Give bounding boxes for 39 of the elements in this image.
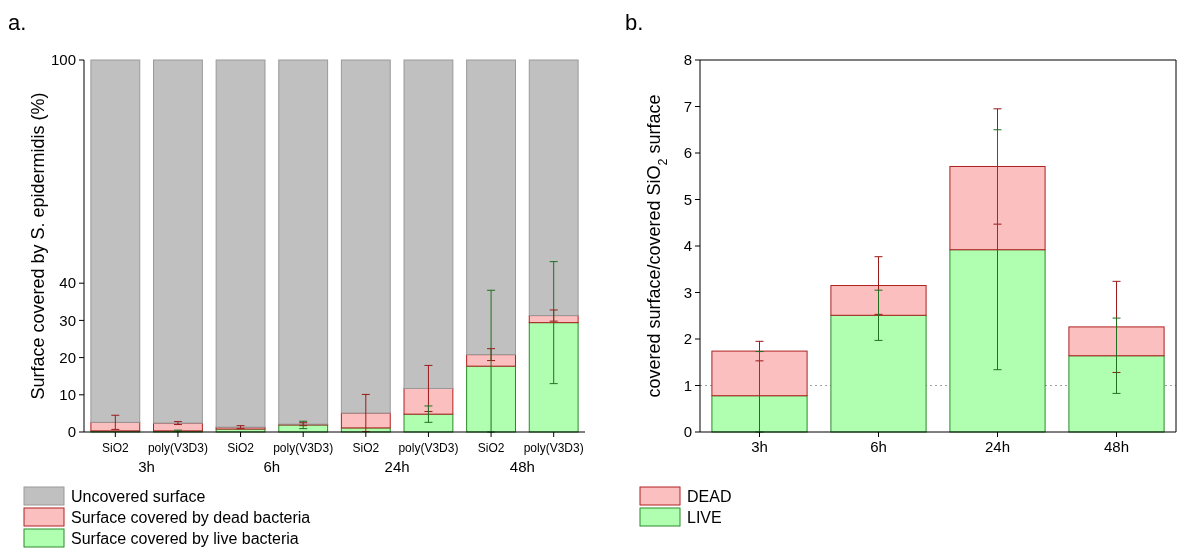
x-tick-label: 24h [984,438,1011,455]
x-tick-label: SiO2 [227,441,255,455]
chart-title: b. [625,10,644,35]
y-tick-label: 7 [683,97,692,115]
x-tick-label: poly(V3D3) [398,441,459,455]
legend-label: LIVE [687,508,722,526]
legend-label: DEAD [687,487,732,505]
legend-label: Surface covered by live bacteria [71,529,299,547]
y-tick-label: 6 [683,144,692,162]
x-tick-label: 3h [751,438,768,455]
y-tick-label: 4 [683,237,692,255]
x-tick-label: poly(V3D3) [273,441,334,455]
y-tick-label: 8 [683,51,692,69]
y-axis-title: Surface covered by S. epidermidis (%) [28,92,48,400]
y-tick-label: 10 [59,386,76,404]
x-tick-label: SiO2 [101,441,129,455]
y-tick-label: 100 [50,51,76,69]
chart-title: a. [8,10,27,35]
x-tick-label: poly(V3D3) [147,441,208,455]
text: 6h [263,458,281,475]
x-tick-label: SiO2 [352,441,380,455]
y-tick-label: 20 [59,348,76,366]
y-tick-label: 5 [683,190,692,208]
legend-label: Uncovered surface [71,487,206,505]
text: 3h [138,458,155,475]
text: 48h [509,458,535,475]
x-tick-label: 6h [870,438,887,455]
text: 24h [384,458,410,475]
x-tick-label: 48h [1103,438,1130,455]
x-tick-label: SiO2 [477,441,505,455]
legend-label: Surface covered by dead bacteria [71,508,311,526]
y-tick-label: 0 [67,423,76,441]
y-tick-label: 30 [59,311,76,329]
y-tick-label: 3 [683,283,692,301]
y-tick-label: 1 [683,376,692,394]
x-tick-label: poly(V3D3) [523,441,584,455]
y-tick-label: 40 [59,274,76,292]
y-tick-label: 0 [683,423,692,441]
y-tick-label: 2 [683,330,692,348]
